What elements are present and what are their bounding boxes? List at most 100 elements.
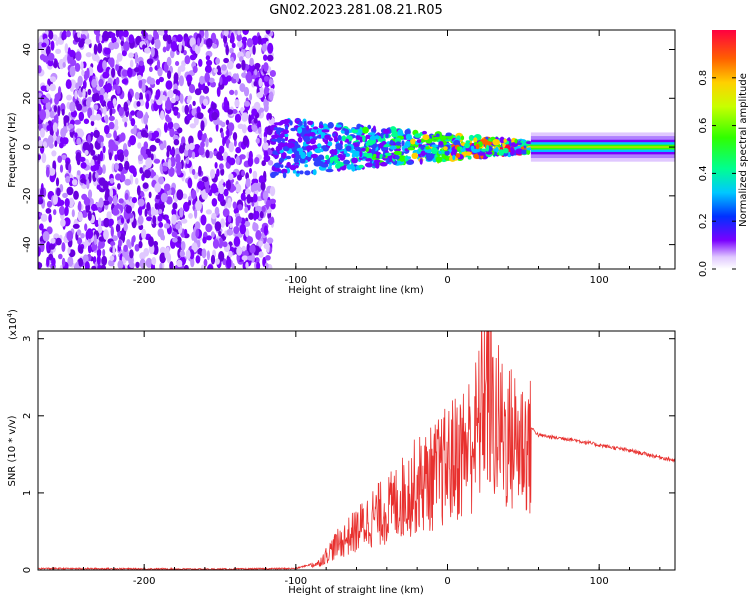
heatmap-cell xyxy=(112,144,119,152)
heatmap-cell xyxy=(226,228,234,236)
heatmap-cell xyxy=(335,143,343,148)
heatmap-cell xyxy=(470,145,475,151)
heatmap-cell xyxy=(431,147,438,155)
heatmap-cell xyxy=(258,127,262,134)
heatmap-cell xyxy=(148,191,152,199)
heatmap-cell xyxy=(55,237,62,246)
heatmap-cell xyxy=(153,240,158,247)
heatmap-cell xyxy=(258,251,264,258)
heatmap-cell xyxy=(109,255,115,262)
heatmap-cell xyxy=(53,60,58,69)
heatmap-cell xyxy=(90,164,98,172)
heatmap-cell xyxy=(113,130,117,140)
heatmap-cell xyxy=(46,256,50,267)
heatmap-cell xyxy=(86,178,90,190)
heatmap-cell xyxy=(166,116,172,123)
heatmap-cell xyxy=(464,142,470,149)
heatmap-cell xyxy=(49,126,54,137)
heatmap-cell xyxy=(166,150,170,158)
heatmap-cell xyxy=(251,201,255,207)
heatmap-cell xyxy=(183,201,190,212)
heatmap-cell xyxy=(223,30,229,37)
heatmap-cell xyxy=(284,124,289,131)
heatmap-cell xyxy=(137,198,145,207)
heatmap-cell xyxy=(343,159,351,165)
heatmap-cell xyxy=(314,147,322,154)
heatmap-cell xyxy=(431,144,439,148)
heatmap-cell xyxy=(59,264,64,269)
snr-multiplier: (x104) xyxy=(6,309,19,340)
heatmap-cell xyxy=(93,43,98,55)
heatmap-cell xyxy=(521,149,528,155)
heatmap-cell xyxy=(146,202,151,211)
heatmap-cell xyxy=(100,141,104,148)
heatmap-cell xyxy=(241,170,245,177)
heatmap-cell xyxy=(282,145,290,152)
heatmap-cell xyxy=(239,223,247,235)
heatmap-cell xyxy=(89,114,97,122)
heatmap-cell xyxy=(485,144,490,152)
heatmap-cell xyxy=(242,135,249,146)
heatmap-cell xyxy=(477,152,485,156)
heatmap-cell xyxy=(202,98,209,106)
heatmap-cell xyxy=(60,219,66,227)
heatmap-cell xyxy=(132,169,137,178)
heatmap-cell xyxy=(121,49,127,57)
heatmap-cell xyxy=(162,46,167,53)
heatmap-cell xyxy=(152,215,157,225)
heatmap-cell xyxy=(332,133,336,137)
heatmap-cell xyxy=(280,164,284,169)
heatmap-cell xyxy=(42,96,48,104)
heatmap-cell xyxy=(212,43,218,49)
heatmap-cell xyxy=(503,138,507,143)
heatmap-cell xyxy=(241,36,248,42)
heatmap-cell xyxy=(369,135,377,141)
heatmap-cell xyxy=(330,156,337,161)
heatmap-cell xyxy=(136,110,144,119)
heatmap-cell xyxy=(443,140,447,146)
heatmap-cell xyxy=(82,80,87,89)
heatmap-cell xyxy=(63,137,69,145)
heatmap-cell xyxy=(193,116,199,126)
heatmap-cell xyxy=(66,94,73,101)
heatmap-cell xyxy=(141,30,147,36)
heatmap-cell xyxy=(195,200,202,212)
heatmap-cell xyxy=(456,146,460,152)
heatmap-cell xyxy=(218,230,222,237)
heatmap-cell xyxy=(208,137,213,143)
heatmap-cell xyxy=(211,231,215,238)
heatmap-cell xyxy=(170,41,178,52)
heatmap-cell xyxy=(235,63,242,69)
heatmap-cell xyxy=(98,236,106,242)
heatmap-cell xyxy=(105,82,112,93)
heatmap-cell xyxy=(84,38,92,45)
heatmap-cell xyxy=(263,97,269,109)
heatmap-cell xyxy=(69,49,76,58)
heatmap-cell xyxy=(77,211,83,222)
heatmap-cell xyxy=(158,76,164,83)
heatmap-cell xyxy=(158,221,164,228)
heatmap-cell xyxy=(245,74,250,81)
heatmap-cell xyxy=(362,135,366,143)
heatmap-cell xyxy=(281,168,288,174)
heatmap-cell xyxy=(155,138,161,144)
heatmap-cell xyxy=(273,127,279,131)
heatmap-cell xyxy=(107,57,115,66)
heatmap-cell xyxy=(158,203,166,210)
heatmap-cell xyxy=(84,261,90,269)
heatmap-cell xyxy=(251,178,259,185)
heatmap-cell xyxy=(228,173,234,181)
heatmap-cell xyxy=(280,132,286,138)
heatmap-cell xyxy=(253,101,261,111)
heatmap-cell xyxy=(146,93,150,103)
heatmap-cell xyxy=(211,103,217,110)
heatmap-cell xyxy=(40,213,48,222)
heatmap-cell xyxy=(239,83,246,93)
heatmap-cell xyxy=(261,160,267,167)
heatmap-cell xyxy=(245,229,250,237)
heatmap-cell xyxy=(222,208,230,218)
heatmap-cell xyxy=(130,118,136,127)
heatmap-cell xyxy=(82,88,86,99)
heatmap-cell xyxy=(303,120,307,128)
